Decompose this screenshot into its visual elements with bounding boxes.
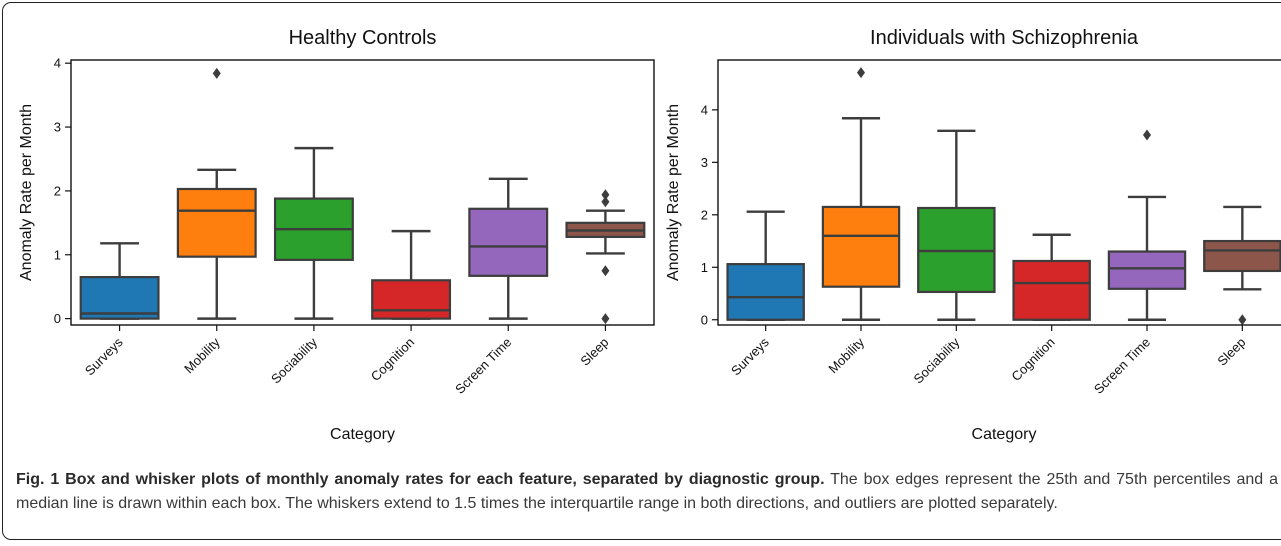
outlier-point (212, 67, 221, 79)
x-tick-label: Sleep (1214, 335, 1248, 369)
outlier-point (601, 265, 610, 277)
box-screen-time: Screen Time (1091, 129, 1187, 397)
box-body (1012, 259, 1091, 321)
x-tick-label: Screen Time (452, 335, 514, 397)
x-axis-label: Category (330, 426, 395, 443)
y-tick-label: 0 (701, 312, 708, 327)
chart-panel-1: Healthy Controls Anomaly Rate per Month Ca… (18, 27, 655, 443)
y-tick-label: 1 (54, 247, 61, 262)
x-tick-label: Cognition (368, 335, 417, 384)
x-tick-label: Screen Time (1091, 335, 1153, 397)
box-sociability: Sociability (910, 129, 996, 387)
x-axis-label: Category (972, 426, 1037, 443)
box-body (1203, 239, 1281, 273)
figure-caption: Fig. 1 Box and whisker plots of monthly … (16, 468, 1278, 516)
box-mobility: Mobility (176, 67, 257, 376)
y-axis-label: Anomaly Rate per Month (18, 104, 35, 281)
box-body (468, 207, 549, 277)
box-screen-time: Screen Time (452, 177, 549, 397)
chart-title: Individuals with Schizophrenia (870, 27, 1139, 49)
outlier-point (1238, 314, 1247, 326)
box-body (79, 276, 160, 320)
chart-title: Healthy Controls (289, 27, 437, 49)
y-tick-label: 4 (701, 102, 708, 117)
charts-svg: Healthy Controls Anomaly Rate per Month Ca… (18, 27, 1281, 443)
y-tick-label: 1 (701, 260, 708, 275)
x-tick-label: Surveys (82, 334, 126, 378)
x-tick-label: Cognition (1008, 335, 1057, 384)
x-tick-label: Mobility (825, 334, 867, 376)
plot-frame (70, 59, 655, 326)
box-body (176, 187, 257, 258)
outlier-point (601, 189, 610, 201)
y-axis-label: Anomaly Rate per Month (665, 104, 682, 281)
box-mobility: Mobility (821, 67, 901, 376)
box-cognition: Cognition (1008, 233, 1091, 384)
box-body (1107, 250, 1187, 290)
y-tick-label: 2 (701, 207, 708, 222)
box-sleep: Sleep (565, 189, 646, 369)
box-surveys: Surveys (79, 242, 160, 378)
box-body (371, 279, 452, 320)
outlier-point (601, 196, 610, 208)
box-body (821, 205, 901, 288)
y-tick-label: 2 (54, 183, 61, 198)
x-tick-label: Surveys (728, 334, 772, 378)
caption-body: The box edges represent the 25th and 75t… (16, 471, 1278, 512)
caption-title: Fig. 1 Box and whisker plots of monthly … (16, 471, 825, 488)
y-tick-label: 0 (54, 311, 61, 326)
x-tick-label: Sleep (577, 335, 611, 369)
outlier-point (1143, 129, 1151, 141)
x-tick-label: Sociability (268, 334, 320, 386)
y-tick-label: 3 (54, 120, 61, 135)
box-cognition: Cognition (368, 229, 452, 384)
chart-panel-2: Individuals with Schizophrenia Anomaly Ra… (665, 27, 1281, 443)
x-tick-label: Mobility (181, 334, 223, 376)
y-tick-label: 3 (701, 155, 708, 170)
y-tick-label: 4 (54, 56, 61, 71)
box-body (726, 263, 805, 321)
box-sociability: Sociability (268, 146, 354, 387)
outlier-point (601, 313, 610, 325)
outlier-point (857, 67, 865, 79)
x-tick-label: Sociability (910, 334, 962, 386)
box-sleep: Sleep (1203, 205, 1281, 369)
box-surveys: Surveys (726, 210, 805, 378)
plot-frame (717, 59, 1281, 326)
